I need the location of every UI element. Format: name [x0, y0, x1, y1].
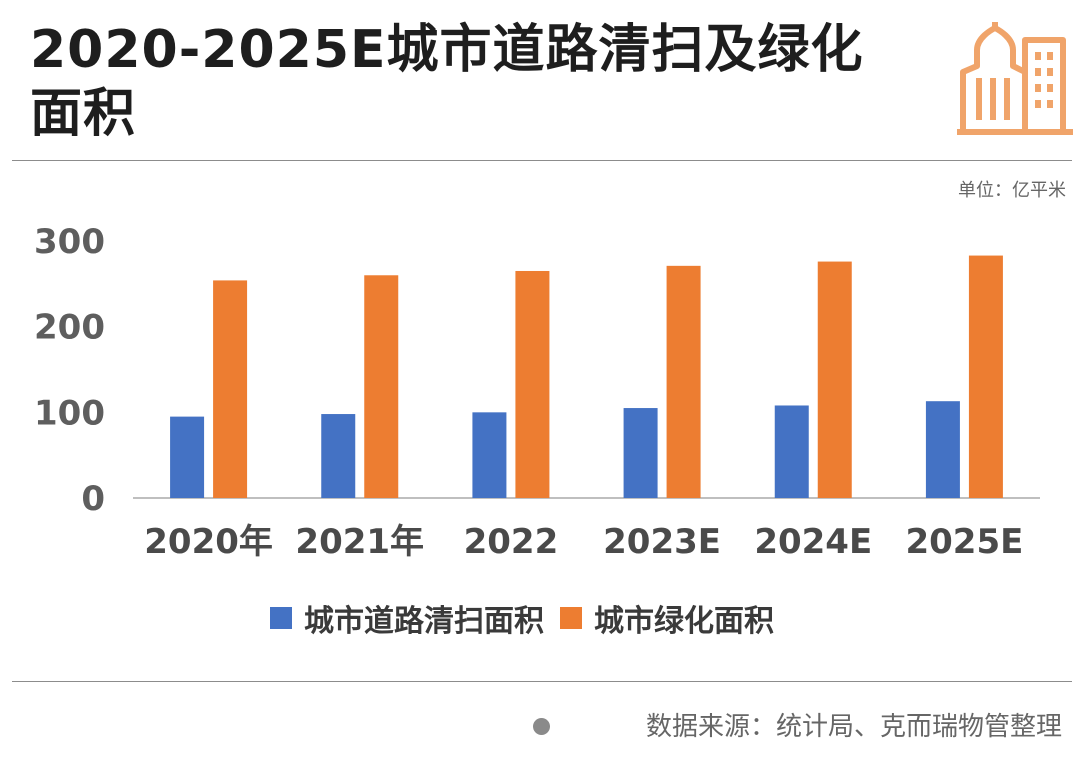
bar-greening-2024E [817, 261, 852, 498]
x-tick-label: 2020年 [144, 522, 273, 562]
bar-cleaning-2023E [623, 408, 658, 498]
bar-cleaning-2024E [774, 405, 809, 498]
x-tick-label: 2022 [464, 522, 559, 562]
y-tick-label: 0 [81, 479, 105, 519]
footer-divider [12, 681, 1072, 682]
unit-label: 单位：亿平米 [958, 180, 1066, 201]
city-buildings-icon [957, 22, 1073, 135]
source-note: 数据来源：统计局、克而瑞物管整理 [645, 712, 1062, 742]
legend: 城市道路清扫面积 城市绿化面积 [270, 596, 790, 640]
legend-swatch-blue [270, 607, 292, 629]
legend-label: 城市绿化面积 [594, 604, 774, 639]
chart-title: 2020-2025E城市道路清扫及绿化面积 [30, 20, 864, 144]
y-tick-label: 100 [34, 393, 105, 433]
legend-item-series-1: 城市道路清扫面积 [270, 596, 544, 640]
bullet-dot-icon [533, 718, 550, 735]
header-divider [12, 160, 1072, 161]
bar-greening-2023E [666, 265, 701, 498]
legend-label: 城市道路清扫面积 [304, 604, 544, 639]
bar-chart: 0 100 200 300 2020年 2021年 2022 2023E 2024E 2025E [34, 222, 1040, 562]
y-tick-label: 200 [34, 308, 105, 348]
x-tick-label: 2023E [603, 522, 721, 562]
x-tick-label: 2025E [905, 522, 1023, 562]
bar-cleaning-2025E [925, 401, 960, 498]
bar-greening-2020年 [213, 280, 248, 498]
legend-item-series-2: 城市绿化面积 [560, 596, 774, 640]
bar-greening-2022 [515, 270, 550, 498]
x-tick-label: 2024E [754, 522, 872, 562]
y-tick-label: 300 [34, 222, 105, 262]
bar-cleaning-2022 [472, 412, 507, 498]
legend-swatch-orange [560, 607, 582, 629]
bar-greening-2021年 [364, 275, 399, 498]
bar-greening-2025E [968, 255, 1003, 498]
bar-cleaning-2020年 [170, 416, 205, 498]
bar-cleaning-2021年 [321, 414, 356, 498]
x-tick-label: 2021年 [295, 522, 424, 562]
